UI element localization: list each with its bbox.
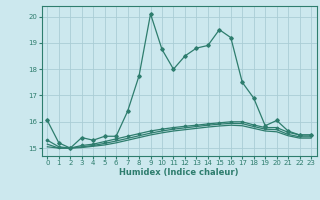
X-axis label: Humidex (Indice chaleur): Humidex (Indice chaleur) [119,168,239,177]
